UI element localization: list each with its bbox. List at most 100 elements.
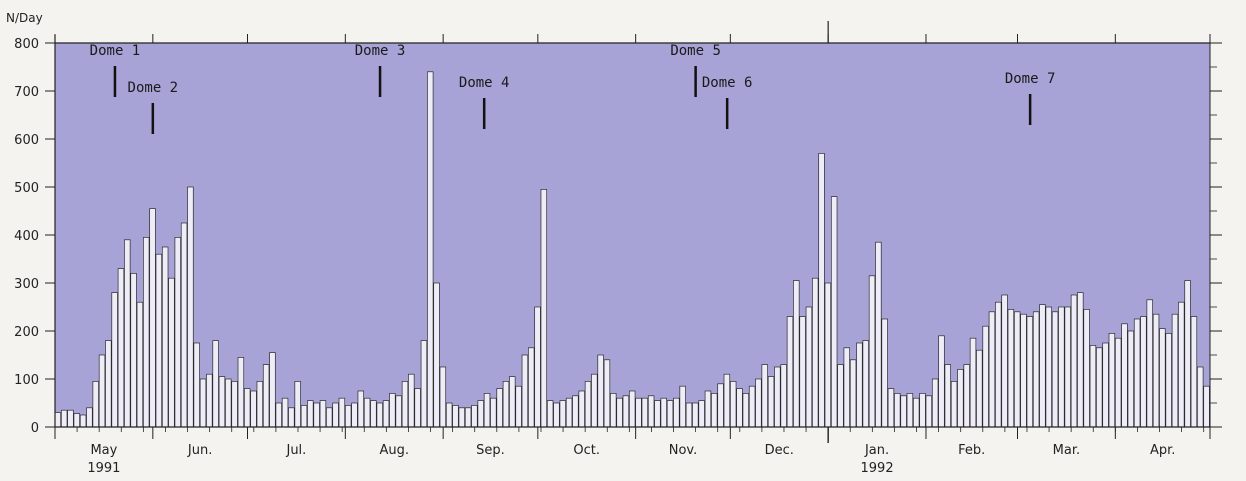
bar [572,395,579,428]
bar [786,316,794,428]
bar [439,366,447,428]
bar [1070,294,1078,428]
bar [685,402,693,428]
bar [452,405,459,428]
bar [673,397,680,428]
bar [124,239,131,428]
bar [723,373,731,428]
bar [830,196,838,428]
bar [427,71,434,428]
bar [294,381,301,428]
bar [849,359,857,428]
bar [1133,318,1141,428]
bar [780,364,787,428]
bar [376,402,383,428]
x-month-label: Jul. [285,443,306,458]
bar [717,383,724,428]
bar [174,237,181,428]
bar [1089,345,1097,428]
bar [654,400,661,428]
bar [300,405,308,428]
bar [1203,385,1210,428]
x-month-label: Jan. [864,443,889,458]
bar [578,390,585,428]
bar [149,208,156,428]
bar [1121,323,1128,428]
bar [54,412,62,428]
bar [799,316,806,428]
bar [1127,330,1135,428]
bar [237,357,245,428]
bar [944,364,951,428]
bar [86,407,93,428]
bar [597,354,604,428]
bar [332,402,339,428]
bar [1001,294,1008,428]
bar [1114,337,1122,428]
bar [212,340,219,428]
bar [666,400,674,428]
bar [1152,313,1160,428]
bar [698,400,705,428]
dome-annotations: Dome 1 Dome 2 Dome 3 Dome 4 Dome 5 Dome 6 Dome… [90,43,1056,134]
bar [357,390,365,428]
bar [1197,366,1204,428]
bar [875,241,882,428]
bar [370,400,377,428]
y-tick-label: 200 [14,325,39,340]
bar [1190,316,1198,428]
x-month-label: Nov. [669,443,698,458]
bar [351,402,358,428]
bar [477,400,484,428]
bar [490,397,497,428]
dome-label: Dome 3 [355,43,406,59]
bar [1032,311,1040,428]
bar [963,364,970,428]
bar [546,400,554,428]
bar [1108,333,1116,428]
bar [269,352,276,428]
bar [155,253,163,428]
bar [931,378,939,428]
bar [218,376,226,428]
bar [382,400,390,428]
dome-label: Dome 7 [1005,71,1056,87]
bar [761,364,768,428]
dome-label: Dome 1 [90,43,141,59]
bar [1058,306,1065,428]
x-month-label: May [90,443,117,458]
bar [824,282,832,428]
bar [950,381,958,428]
x-year-label: 1991 [87,461,120,476]
bar [225,378,232,428]
bar [679,385,686,428]
bar [995,301,1002,428]
bar [862,340,869,428]
bar [98,354,106,428]
bar [812,277,819,428]
bar [906,393,914,428]
bar [584,381,592,428]
bar [414,388,421,428]
bar [1159,328,1166,428]
bar [250,390,257,428]
bar [559,400,566,428]
bar [161,246,169,428]
bar [502,381,510,428]
bar [136,301,144,428]
bar [521,354,529,428]
bar [483,393,491,428]
dome-label: Dome 2 [128,80,179,96]
bar [748,385,756,428]
bar [647,395,655,428]
bar [1051,311,1059,428]
bar [515,385,522,428]
bar [622,395,630,428]
bar [395,395,402,428]
bar [692,402,699,428]
axes [45,21,1222,443]
bar [628,390,636,428]
bar [509,376,516,428]
bar [591,373,598,428]
bar [458,407,465,428]
